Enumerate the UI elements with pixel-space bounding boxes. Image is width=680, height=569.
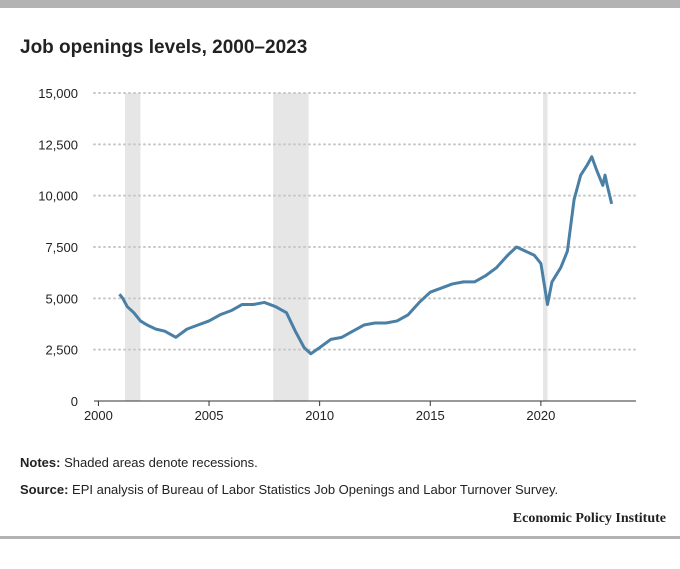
x-tick-label: 2005: [195, 408, 224, 423]
notes: Notes: Shaded areas denote recessions.: [20, 455, 258, 470]
brand: Economic Policy Institute: [513, 511, 666, 526]
notes-label: Notes:: [20, 455, 60, 470]
x-tick-label: 2010: [305, 408, 334, 423]
chart-title: Job openings levels, 2000–2023: [20, 37, 307, 58]
x-tick-label: 2020: [526, 408, 555, 423]
y-tick-label: 2,500: [45, 343, 78, 358]
y-tick-label: 0: [71, 394, 78, 409]
source-text: EPI analysis of Bureau of Labor Statisti…: [72, 482, 558, 497]
y-tick-label: 10,000: [38, 189, 78, 204]
y-tick-label: 5,000: [45, 291, 78, 306]
x-tick-label: 2000: [84, 408, 113, 423]
recession-band: [124, 93, 141, 401]
source: Source: EPI analysis of Bureau of Labor …: [20, 482, 558, 497]
y-tick-label: 12,500: [38, 137, 78, 152]
notes-text: Shaded areas denote recessions.: [64, 455, 258, 470]
y-tick-label: 15,000: [38, 86, 78, 101]
top-bar: [0, 0, 680, 8]
plot: 0 2,500 5,000 7,500 10,000 12,500 15,000 2000 20…: [38, 86, 637, 423]
x-tick-label: 2015: [416, 408, 445, 423]
source-label: Source:: [20, 482, 68, 497]
bottom-bar: [0, 536, 680, 539]
y-tick-label: 7,500: [45, 240, 78, 255]
series-line: [118, 155, 614, 356]
